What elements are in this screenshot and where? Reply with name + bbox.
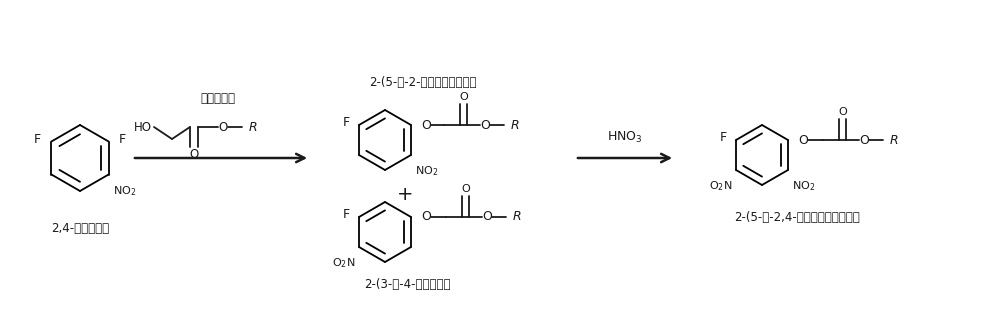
Text: +: + — [397, 186, 413, 204]
Text: 2,4-二氟硒基苯: 2,4-二氟硒基苯 — [51, 221, 109, 235]
Text: F: F — [342, 207, 350, 220]
Text: NO$_2$: NO$_2$ — [792, 179, 815, 193]
Text: R: R — [511, 118, 520, 132]
Text: O: O — [798, 133, 808, 147]
Text: O: O — [838, 107, 847, 117]
Text: O: O — [480, 118, 490, 132]
Text: R: R — [890, 133, 899, 147]
Text: HNO$_3$: HNO$_3$ — [607, 130, 643, 145]
Text: O: O — [459, 92, 468, 102]
Text: O: O — [461, 184, 470, 194]
Text: NO$_2$: NO$_2$ — [415, 164, 438, 178]
Text: O$_2$N: O$_2$N — [332, 256, 355, 270]
Text: 2-(5-氟-2-硒基苯氧）乙酸酯: 2-(5-氟-2-硒基苯氧）乙酸酯 — [369, 76, 477, 89]
Text: F: F — [719, 131, 727, 143]
Text: F: F — [34, 133, 41, 146]
Text: 2-(3-氟-4-硒基苯氧）: 2-(3-氟-4-硒基苯氧） — [364, 277, 450, 291]
Text: R: R — [249, 121, 258, 133]
Text: O: O — [218, 121, 227, 133]
Text: O: O — [189, 148, 199, 161]
Text: O: O — [421, 211, 431, 223]
Text: R: R — [513, 211, 522, 223]
Text: NO$_2$: NO$_2$ — [113, 185, 136, 198]
Text: O: O — [421, 118, 431, 132]
Text: HO: HO — [134, 121, 152, 133]
Text: F: F — [119, 133, 126, 146]
Text: F: F — [342, 116, 350, 129]
Text: O: O — [859, 133, 869, 147]
Text: O: O — [482, 211, 492, 223]
Text: O$_2$N: O$_2$N — [709, 179, 732, 193]
Text: 羟基乙酸酯: 羟基乙酸酯 — [201, 92, 236, 105]
Text: 2-(5-氟-2,4-二硒基苯氧）乙酸酯: 2-(5-氟-2,4-二硒基苯氧）乙酸酯 — [734, 211, 860, 223]
